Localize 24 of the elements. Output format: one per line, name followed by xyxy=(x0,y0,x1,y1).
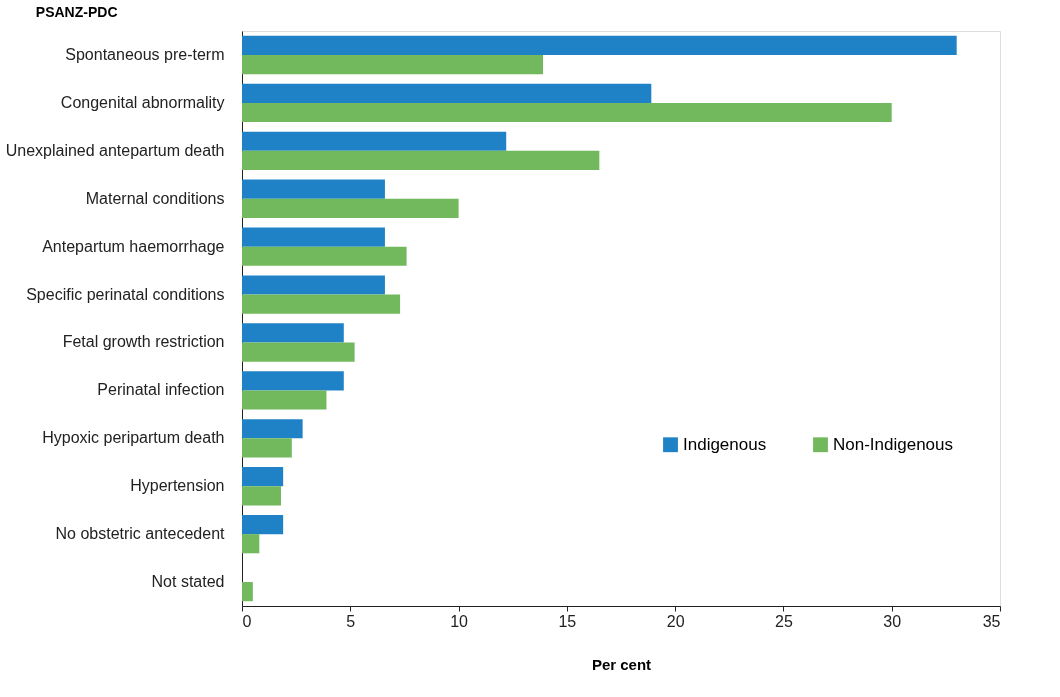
y-tick-label: Not stated xyxy=(151,573,225,591)
x-axis-title: Per cent xyxy=(591,655,652,673)
y-tick-label: Unexplained antepartum death xyxy=(5,141,225,159)
x-tick-label: 0 xyxy=(242,612,252,630)
x-tick-label: 30 xyxy=(883,612,902,630)
y-tick-label: Hypertension xyxy=(130,477,225,495)
y-tick-label: No obstetric antecedent xyxy=(55,525,226,543)
y-tick-label: Maternal conditions xyxy=(85,189,225,207)
x-tick-label: 25 xyxy=(775,612,793,630)
legend-label: Indigenous xyxy=(683,434,767,454)
x-tick-label: 5 xyxy=(346,612,356,630)
x-tick-label: 10 xyxy=(450,612,469,630)
y-tick-label: Fetal growth restriction xyxy=(62,333,225,351)
y-tick-label: Spontaneous pre-term xyxy=(65,45,225,63)
y-tick-label: Specific perinatal conditions xyxy=(26,285,225,303)
y-axis-title: PSANZ-PDC xyxy=(35,3,118,20)
y-tick-label: Antepartum haemorrhage xyxy=(42,237,225,255)
y-tick-label: Hypoxic peripartum death xyxy=(42,429,225,447)
legend-label: Non-Indigenous xyxy=(833,434,954,454)
y-tick-label: Congenital abnormality xyxy=(60,93,225,111)
y-tick-label: Perinatal infection xyxy=(97,381,225,399)
x-tick-label: 15 xyxy=(558,612,577,630)
x-tick-label: 35 xyxy=(982,612,1001,630)
x-tick-label: 20 xyxy=(666,612,685,630)
